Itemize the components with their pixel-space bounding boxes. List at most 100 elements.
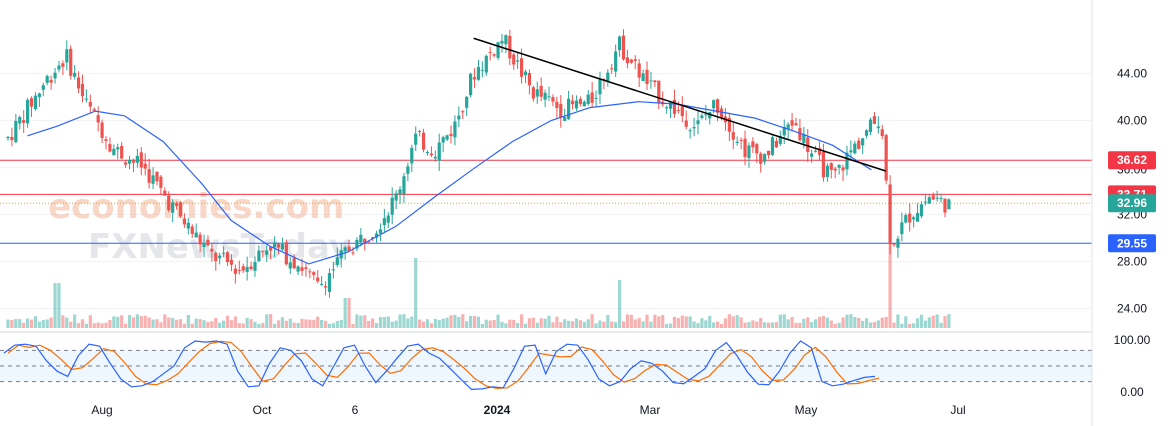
candle[interactable] [163,187,167,196]
candle[interactable] [253,256,257,277]
price-pane[interactable]: economies.com FXNewsToday [0,0,1092,332]
candle[interactable] [912,215,916,228]
candle[interactable] [261,250,265,258]
candle[interactable] [69,45,73,80]
candle[interactable] [888,175,892,255]
candle[interactable] [73,65,77,80]
candle[interactable] [186,217,190,235]
candle[interactable] [610,63,614,74]
candle[interactable] [551,94,555,107]
candle[interactable] [359,228,363,247]
candle[interactable] [676,101,680,114]
candle[interactable] [523,69,528,84]
candle[interactable] [276,243,281,255]
candle[interactable] [26,97,30,128]
candle[interactable] [100,119,104,144]
candle[interactable] [461,110,465,120]
candle[interactable] [586,89,590,106]
candle[interactable] [794,117,798,126]
candle[interactable] [296,265,300,276]
candle[interactable] [578,96,582,107]
candle[interactable] [845,145,849,176]
candle[interactable] [445,134,449,141]
candle[interactable] [171,199,175,223]
candle[interactable] [574,95,579,111]
candle[interactable] [469,72,473,98]
candle[interactable] [790,112,794,132]
candle[interactable] [657,80,661,109]
candle[interactable] [218,252,222,265]
candle[interactable] [786,122,790,140]
candle[interactable] [543,89,547,108]
candle[interactable] [892,242,896,247]
candle[interactable] [143,153,147,176]
candle[interactable] [14,114,18,143]
candle[interactable] [6,135,10,141]
candle[interactable] [923,193,927,206]
candle[interactable] [402,172,406,203]
moving-average-line[interactable] [27,101,872,265]
candle[interactable] [943,198,947,218]
candle[interactable] [810,149,814,163]
candle[interactable] [516,52,520,70]
stochastic-pane[interactable] [0,340,1092,391]
candle[interactable] [649,71,653,89]
candle[interactable] [386,212,390,229]
candle[interactable] [159,175,163,195]
candle[interactable] [390,187,394,225]
candle[interactable] [853,140,857,155]
candle[interactable] [629,58,633,64]
candle[interactable] [472,68,477,89]
candle[interactable] [418,129,422,137]
candle[interactable] [202,234,206,258]
candle[interactable] [155,171,159,186]
candle[interactable] [594,90,598,107]
candle[interactable] [488,46,492,61]
candle[interactable] [433,150,437,162]
candle[interactable] [727,112,731,142]
candle[interactable] [10,127,14,147]
candle[interactable] [233,264,237,284]
candle[interactable] [347,239,351,253]
candle[interactable] [112,144,116,156]
candle[interactable] [817,141,822,160]
candle[interactable] [441,135,445,153]
candle[interactable] [798,118,802,142]
candle[interactable] [919,201,924,219]
candle[interactable] [355,237,359,252]
candle[interactable] [335,247,339,268]
candle[interactable] [621,29,626,61]
candle[interactable] [821,143,826,182]
candle[interactable] [508,29,512,66]
candle[interactable] [367,241,371,244]
candle[interactable] [880,124,884,140]
candle[interactable] [382,208,386,233]
candle[interactable] [363,238,367,251]
candle[interactable] [425,150,430,156]
candle[interactable] [88,94,92,114]
candle[interactable] [280,237,285,252]
candle[interactable] [437,133,441,171]
candle[interactable] [225,250,230,267]
candle[interactable] [116,143,120,160]
candle[interactable] [351,247,355,256]
candle[interactable] [590,82,594,108]
candle[interactable] [606,69,610,87]
candle[interactable] [947,198,951,210]
time-axis[interactable]: Aug Oct 6 2024 Mar May Jul [91,403,965,417]
candle[interactable] [857,137,861,150]
horizontal-levels[interactable] [0,159,1092,244]
candle[interactable] [680,96,684,123]
candle[interactable] [617,35,622,57]
candle[interactable] [480,61,484,78]
candle[interactable] [327,268,332,298]
candle[interactable] [449,125,453,144]
candle[interactable] [770,134,775,157]
candle[interactable] [53,68,57,84]
candle[interactable] [398,186,402,205]
candle[interactable] [229,254,234,272]
candle[interactable] [570,94,575,110]
candle[interactable] [614,44,618,78]
candle[interactable] [323,281,328,296]
